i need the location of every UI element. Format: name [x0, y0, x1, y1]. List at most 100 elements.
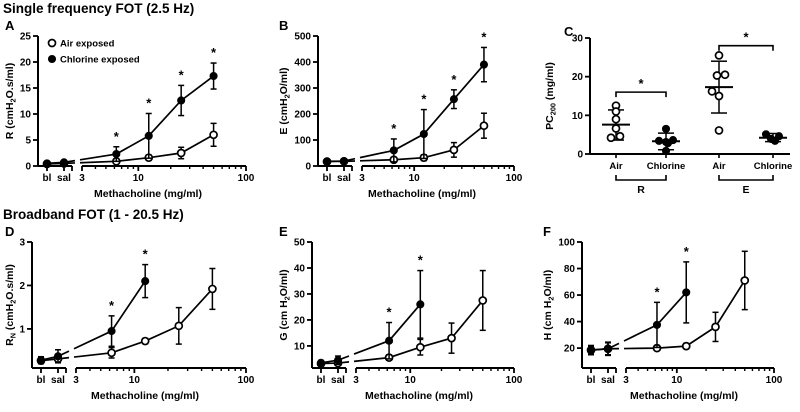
svg-text:0: 0	[577, 150, 583, 161]
y-axis-title: E (cmH2O/ml)	[278, 67, 291, 134]
svg-text:sal: sal	[57, 173, 71, 184]
svg-text:100: 100	[766, 375, 783, 386]
svg-text:20: 20	[564, 344, 576, 355]
svg-text:sal: sal	[51, 375, 65, 386]
svg-text:*: *	[421, 92, 427, 107]
svg-text:3: 3	[19, 238, 25, 249]
svg-text:100: 100	[558, 238, 575, 249]
svg-text:*: *	[743, 30, 749, 45]
svg-text:500: 500	[294, 32, 311, 43]
svg-text:3: 3	[79, 173, 85, 184]
svg-text:*: *	[654, 284, 660, 299]
svg-text:20: 20	[20, 58, 32, 69]
section-title-single-frequency-fot: Single frequency FOT (2.5 Hz)	[3, 1, 195, 16]
panel-letter: B	[279, 18, 288, 33]
svg-text:10: 10	[405, 375, 417, 386]
svg-text:Air: Air	[712, 161, 726, 172]
svg-text:*: *	[387, 305, 393, 320]
svg-text:50: 50	[294, 238, 306, 249]
svg-text:Chlorine: Chlorine	[647, 161, 686, 172]
section-title-broadband-fot: Broadband FOT (1 - 20.5 Hz)	[3, 207, 184, 222]
svg-text:100: 100	[238, 173, 255, 184]
series-chlorine-exposed	[586, 261, 691, 356]
svg-text:10: 10	[133, 173, 145, 184]
group-chlorine-1	[652, 124, 680, 155]
panel-f-svg: 20 40 60 80 100 bl sal 3 10 100 Methacholine (mg/m…	[542, 224, 783, 403]
svg-text:*: *	[451, 72, 457, 87]
svg-text:5: 5	[25, 136, 31, 147]
svg-text:sal: sal	[331, 375, 345, 386]
series-chlorine-exposed	[36, 263, 150, 365]
svg-text:*: *	[391, 121, 397, 136]
svg-text:R: R	[637, 184, 645, 196]
svg-text:3: 3	[73, 375, 79, 386]
panel-letter: C	[564, 24, 574, 39]
svg-text:*: *	[638, 76, 644, 91]
axes: 0 100 200 300 400 500 bl sal 3 10 100 Methacholine …	[294, 32, 522, 201]
panel-e-svg: 10 20 30 40 50 bl sal 3 10 100 Methacholine (mg/ml…	[278, 224, 523, 403]
svg-text:10: 10	[409, 173, 421, 184]
panel-c-svg: 0 10 20 30 PC200 (mg/ml) C Air Chlorine Air Chlor…	[544, 24, 793, 196]
svg-text:80: 80	[564, 264, 576, 275]
series-chlorine-exposed	[42, 62, 218, 168]
significance-asterisks: * * * *	[114, 45, 217, 144]
svg-text:30: 30	[294, 289, 306, 300]
svg-text:*: *	[684, 244, 690, 259]
axes: 1 2 3 bl sal 3 10 100 Methacholine (mg/ml)	[19, 238, 254, 403]
axes: 20 40 60 80 100 bl sal 3 10 100 Methacholine (mg/m…	[558, 238, 782, 403]
svg-text:0: 0	[25, 162, 31, 173]
y-axis-title: G (cm H2O/ml)	[278, 269, 291, 340]
y-axis-title: PC200 (mg/ml)	[544, 62, 557, 130]
svg-text:Chlorine exposed: Chlorine exposed	[60, 55, 140, 66]
significance-asterisks: **	[387, 253, 424, 320]
svg-text:*: *	[211, 45, 217, 60]
svg-text:300: 300	[294, 84, 311, 95]
svg-text:*: *	[179, 67, 185, 82]
svg-text:10: 10	[572, 111, 584, 122]
panel-d-newtonian-resistance-chart: 1 2 3 bl sal 3 10 100 Methacholine (mg/ml) RN (cm…	[2, 220, 270, 412]
series-air-exposed	[316, 269, 488, 368]
panel-f-tissue-elastance-chart: 20 40 60 80 100 bl sal 3 10 100 Methacholine (mg/m…	[540, 220, 798, 412]
svg-text:10: 10	[129, 375, 141, 386]
axes: 10 20 30 40 50 bl sal 3 10 100 Methacholine (mg/ml…	[294, 238, 523, 403]
axes: 0 10 20 30	[572, 34, 790, 161]
svg-text:1: 1	[19, 324, 25, 335]
y-axis-title: H (cm H2O/ml)	[542, 270, 555, 341]
svg-text:sal: sal	[337, 173, 351, 184]
group-air-2	[705, 51, 733, 135]
svg-text:bl: bl	[323, 173, 332, 184]
svg-text:Air exposed: Air exposed	[60, 39, 115, 50]
panel-letter: A	[5, 18, 15, 33]
y-axis-title: RN (cmH2O.s/ml)	[4, 264, 17, 346]
svg-text:10: 10	[294, 341, 306, 352]
svg-text:40: 40	[294, 263, 306, 274]
svg-text:25: 25	[20, 32, 32, 43]
svg-text:100: 100	[506, 173, 523, 184]
series-air-exposed	[586, 250, 750, 357]
series-chlorine-exposed	[316, 269, 425, 367]
svg-text:*: *	[481, 29, 487, 44]
svg-text:40: 40	[564, 317, 576, 328]
series-air-exposed	[322, 112, 489, 166]
y-axis-title: R (cmH2O.s/ml)	[4, 63, 17, 139]
svg-text:Air: Air	[609, 161, 623, 172]
svg-text:Methacholine (mg/ml): Methacholine (mg/ml)	[365, 390, 473, 402]
series-air-exposed	[36, 267, 217, 365]
panel-a-resistance-chart: 0 5 10 15 20 25 bl sal 3 10 100 Methacholine (mg/ml…	[2, 14, 270, 210]
panel-letter: F	[543, 224, 551, 239]
panel-letter: E	[279, 224, 288, 239]
panel-e-tissue-damping-chart: 10 20 30 40 50 bl sal 3 10 100 Methacholine (mg/ml…	[276, 220, 538, 412]
svg-text:100: 100	[506, 375, 523, 386]
panel-b-elastance-chart: 0 100 200 300 400 500 bl sal 3 10 100 Methacholine …	[276, 14, 538, 210]
svg-text:Methacholine (mg/ml): Methacholine (mg/ml)	[91, 390, 199, 402]
svg-text:Chlorine: Chlorine	[754, 161, 793, 172]
svg-text:10: 10	[671, 375, 683, 386]
panel-a-svg: 0 5 10 15 20 25 bl sal 3 10 100 Methacholine (mg/ml…	[4, 18, 255, 200]
svg-text:bl: bl	[43, 173, 52, 184]
svg-text:E: E	[742, 184, 749, 196]
svg-text:*: *	[418, 253, 424, 268]
svg-text:sal: sal	[601, 375, 615, 386]
panel-letter: D	[5, 224, 14, 239]
svg-text:bl: bl	[317, 375, 326, 386]
